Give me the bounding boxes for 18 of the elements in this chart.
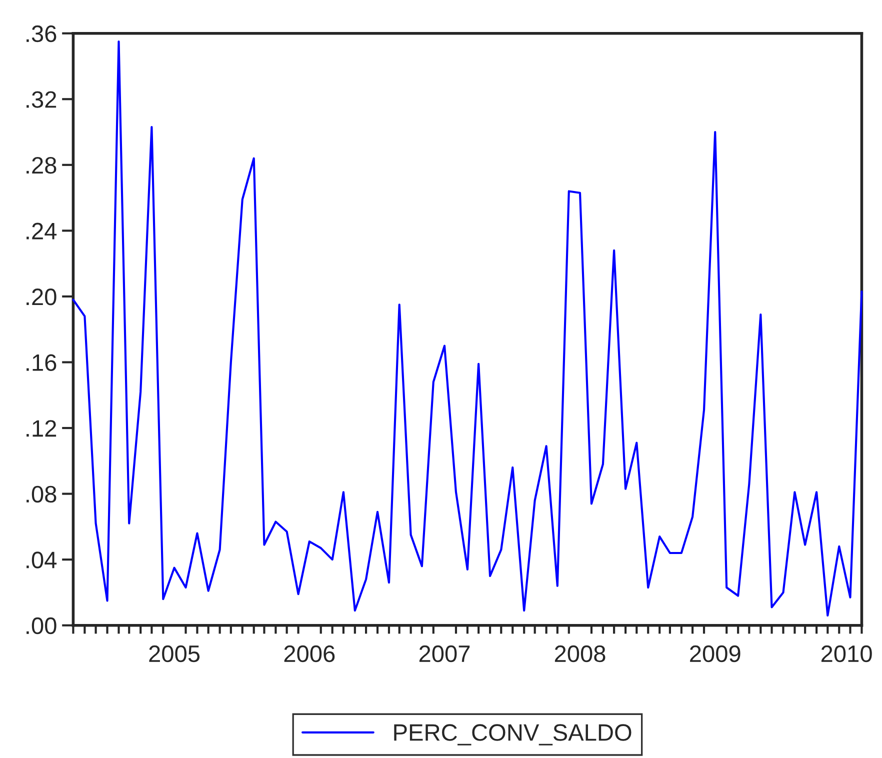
y-tick-label: .36: [26, 25, 56, 42]
x-tick-label: 2006: [284, 645, 335, 662]
y-tick-label: .16: [26, 354, 56, 372]
y-tick-label: .24: [26, 222, 57, 240]
line-series: [72, 40, 863, 617]
y-tick-label: .00: [26, 617, 56, 634]
y-tick-label: .04: [26, 552, 57, 568]
x-tick-label: 2010: [821, 645, 872, 662]
y-tick-label: .12: [26, 420, 56, 437]
y-tick-label: .20: [26, 288, 56, 306]
x-tick-label: 2005: [149, 645, 200, 662]
y-tick-label: .08: [26, 486, 56, 503]
x-tick-label: 2009: [690, 645, 740, 662]
y-tick-label: .28: [26, 156, 56, 174]
x-tick-label: 2007: [419, 645, 470, 662]
x-tick-label: 2008: [554, 645, 606, 662]
legend-label: PERC_CONV_SALDO: [394, 724, 632, 746]
y-tick-label: .32: [26, 91, 56, 108]
